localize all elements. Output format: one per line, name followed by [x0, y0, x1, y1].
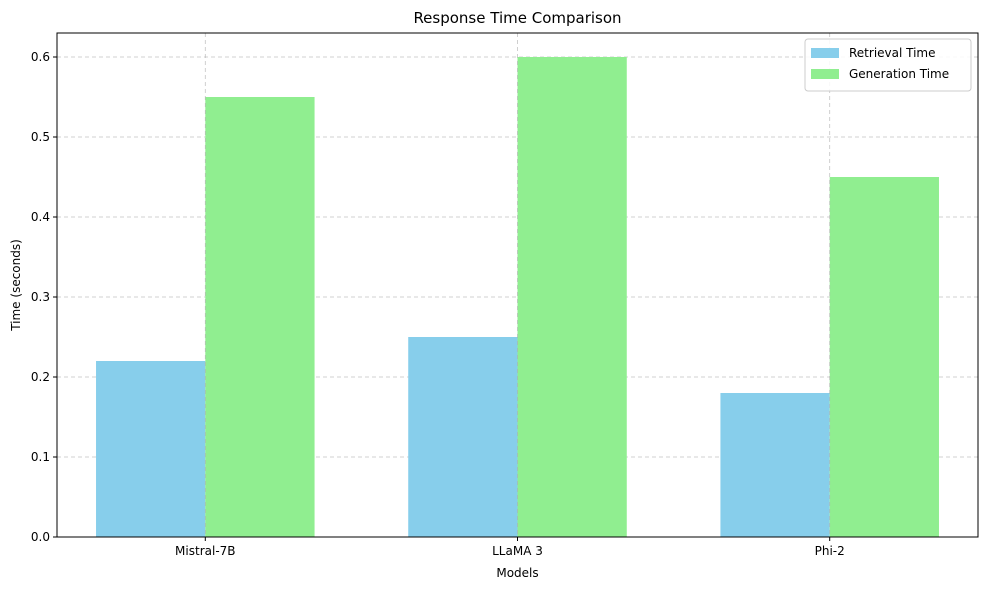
- x-axis-label: Models: [496, 566, 538, 580]
- vertical-grid-layer: [204, 33, 831, 537]
- y-tick-label: 0.4: [31, 210, 50, 224]
- x-axis-ticks: Mistral-7B LLaMA 3 Phi-2: [175, 537, 845, 558]
- y-tick-label: 0.1: [31, 450, 50, 464]
- legend-swatch-retrieval: [811, 48, 839, 58]
- bar-generation: [829, 177, 939, 537]
- bar-retrieval: [96, 361, 206, 537]
- legend-label: Generation Time: [849, 67, 949, 81]
- chart-title: Response Time Comparison: [413, 9, 621, 27]
- y-tick-label: 0.2: [31, 370, 50, 384]
- legend: Retrieval Time Generation Time: [804, 38, 972, 92]
- y-axis-ticks: 0.0 0.1 0.2 0.3 0.4 0.5 0.6: [31, 50, 57, 544]
- bar-retrieval: [408, 337, 518, 537]
- bar-generation: [517, 57, 627, 537]
- y-tick-label: 0.6: [31, 50, 50, 64]
- y-axis-label: Time (seconds): [9, 239, 23, 332]
- x-tick-label: LLaMA 3: [492, 544, 543, 558]
- bar-retrieval: [720, 393, 830, 537]
- y-tick-label: 0.0: [31, 530, 50, 544]
- legend-label: Retrieval Time: [849, 46, 936, 60]
- bar-layer: [96, 57, 939, 537]
- y-tick-label: 0.5: [31, 130, 50, 144]
- legend-box: [804, 38, 972, 92]
- x-tick-label: Mistral-7B: [175, 544, 235, 558]
- x-tick-label: Phi-2: [815, 544, 845, 558]
- bar-generation: [205, 97, 315, 537]
- y-tick-label: 0.3: [31, 290, 50, 304]
- legend-swatch-generation: [811, 69, 839, 79]
